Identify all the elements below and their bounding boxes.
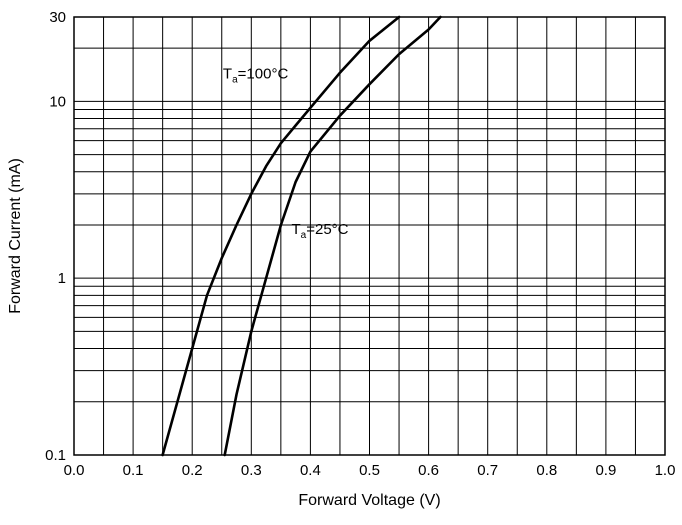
x-tick-label: 0.8 xyxy=(536,462,557,479)
y-tick-label: 10 xyxy=(49,93,66,110)
annotation-rest: =100°C xyxy=(238,65,289,82)
annotation-main: T xyxy=(291,221,300,238)
x-tick-label: 0.5 xyxy=(359,462,380,479)
x-tick-label: 0.0 xyxy=(64,462,85,479)
y-tick-label: 1 xyxy=(58,270,66,287)
grid xyxy=(74,17,665,455)
curve-ta-100c xyxy=(161,15,401,457)
annotation-main: T xyxy=(223,65,232,82)
curve-ta-25c xyxy=(223,15,442,457)
annotation-subscript: a xyxy=(232,74,238,85)
annotation-ta-25c: Ta=25°C xyxy=(291,221,348,241)
y-tick-label: 0.1 xyxy=(45,447,66,464)
x-tick-label: 0.9 xyxy=(595,462,616,479)
x-tick-label: 0.7 xyxy=(477,462,498,479)
tick-labels: 0.0 0.1 0.2 0.3 0.4 0.5 0.6 0.7 0.8 0.9 1.00.11103… xyxy=(45,9,675,479)
x-tick-label: 0.6 xyxy=(418,462,439,479)
y-axis-label: Forward Current (mA) xyxy=(7,158,24,314)
x-tick-label: 1.0 xyxy=(655,462,676,479)
x-tick-label: 0.1 xyxy=(123,462,144,479)
series-layer xyxy=(161,15,442,457)
y-tick-label: 30 xyxy=(49,9,66,26)
annotation-ta-100c: Ta=100°C xyxy=(223,65,289,85)
plot-frame xyxy=(73,16,666,456)
x-tick-label: 0.3 xyxy=(241,462,262,479)
x-axis-label: Forward Voltage (V) xyxy=(298,492,440,509)
x-tick-label: 0.2 xyxy=(182,462,203,479)
x-tick-label: 0.4 xyxy=(300,462,321,479)
annotation-rest: =25°C xyxy=(306,221,348,238)
annotation-subscript: a xyxy=(301,230,307,241)
